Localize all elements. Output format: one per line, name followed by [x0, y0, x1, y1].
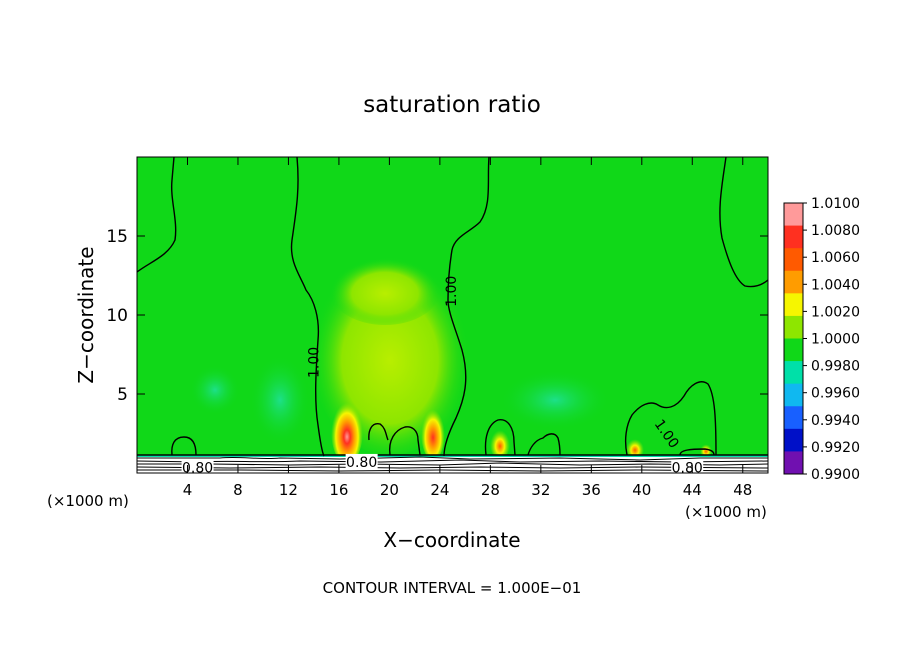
- contour-line: [137, 157, 177, 273]
- colorbar-swatch: [784, 315, 803, 339]
- contour-line: [171, 436, 197, 456]
- colorbar-label: 0.9920: [811, 440, 860, 456]
- hotspot: [626, 437, 644, 459]
- colorbar-swatch: [784, 383, 803, 407]
- contour-label-bg: [345, 453, 378, 469]
- contour-line: [624, 381, 717, 456]
- contour-line: [527, 433, 561, 456]
- contour-label: 0.80: [671, 459, 704, 476]
- colorbar-label: 1.0100: [811, 196, 860, 212]
- x-unit-right: (×1000 m): [685, 503, 767, 521]
- colorbar-label: 1.0000: [811, 332, 860, 348]
- cool-patch: [500, 370, 610, 430]
- surface-contour: [137, 456, 768, 461]
- colorbar-swatch: [784, 293, 803, 317]
- chart-title: saturation ratio: [363, 92, 541, 118]
- contour-label: 0.80: [345, 453, 378, 471]
- contour-labels: 1.001.001.000.80 0.80 0.80: [181, 276, 704, 476]
- contour-label-bg: [671, 459, 704, 473]
- colorbar-swatch: [784, 406, 803, 430]
- x-unit-left: (×1000 m): [47, 492, 129, 510]
- x-axis: 4 8 12 16 20 24 28 32 36 40 44 48: [183, 157, 752, 499]
- x-axis-label: X−coordinate: [383, 528, 520, 552]
- contour-label: 0.80: [181, 459, 214, 476]
- contour-interval-note: CONTOUR INTERVAL = 1.000E−01: [323, 579, 582, 597]
- hotspot: [700, 443, 712, 457]
- contour-label-text: 0.80: [346, 455, 377, 471]
- colorbar-label: 0.9980: [811, 359, 860, 375]
- x-tick-label: 44: [683, 481, 702, 499]
- contour-line: [368, 423, 389, 441]
- contour-lines: [137, 157, 768, 457]
- y-tick-label: 15: [106, 227, 128, 247]
- colorbar-swatch: [784, 428, 803, 452]
- x-tick-label: 28: [481, 481, 500, 499]
- hotspot: [421, 404, 445, 460]
- colorbar-label: 0.9900: [811, 467, 860, 483]
- contour-line: [388, 426, 421, 456]
- colorbar-label: 1.0020: [811, 304, 860, 320]
- colorbar-label: 0.9940: [811, 413, 860, 429]
- contour-label-text: 0.80: [182, 460, 213, 476]
- contour-line: [443, 157, 490, 457]
- hotspot: [331, 396, 363, 464]
- x-tick-label: 36: [582, 481, 601, 499]
- cool-patch: [250, 355, 310, 445]
- x-tick-label: 12: [279, 481, 298, 499]
- contour-label: 1.00: [307, 347, 323, 378]
- contour-label: 1.00: [444, 276, 460, 307]
- y-axis: 5 10 15: [106, 227, 768, 405]
- colorbar-swatch: [784, 248, 803, 272]
- colorbar-label: 1.0080: [811, 223, 860, 239]
- colorbar-label: 0.9960: [811, 386, 860, 402]
- x-tick-label: 4: [183, 481, 193, 499]
- colorbar-swatch: [784, 203, 803, 227]
- colorbar-swatch: [784, 451, 803, 475]
- x-tick-label: 32: [531, 481, 550, 499]
- colorbar-swatch: [784, 270, 803, 294]
- contour-line: [290, 157, 325, 457]
- contour-label-text: 0.80: [672, 460, 703, 476]
- plot-area: 1.001.001.000.80 0.80 0.80: [137, 157, 768, 476]
- x-tick-label: 40: [632, 481, 651, 499]
- y-axis-label: Z−coordinate: [74, 246, 98, 383]
- x-tick-label: 48: [733, 481, 752, 499]
- contour-line: [679, 448, 715, 456]
- contour-line: [484, 419, 516, 456]
- x-tick-label: 20: [380, 481, 399, 499]
- colorbar-label: 1.0060: [811, 250, 860, 266]
- x-tick-label: 24: [430, 481, 449, 499]
- contour-label-text: 1.00: [444, 276, 460, 307]
- colorbar-label: 1.0040: [811, 277, 860, 293]
- hotspot: [490, 427, 510, 459]
- colorbar-swatch: [784, 361, 803, 385]
- x-tick-label: 8: [233, 481, 243, 499]
- colorbar-swatch: [784, 338, 803, 362]
- cool-patch: [190, 365, 240, 415]
- contour-label-text: 1.00: [307, 347, 323, 378]
- colorbar-swatch: [784, 225, 803, 249]
- contour-line: [719, 157, 768, 288]
- warm-plume-top: [330, 255, 440, 325]
- colorbar: 1.0100 1.0080 1.0060 1.0040 1.0020 1.0000 0.99…: [783, 196, 860, 483]
- x-tick-label: 16: [329, 481, 348, 499]
- y-tick-label: 10: [106, 306, 128, 326]
- contour-label-bg: [181, 459, 214, 473]
- y-tick-label: 5: [117, 385, 128, 405]
